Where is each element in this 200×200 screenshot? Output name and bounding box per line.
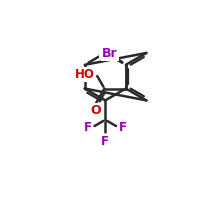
Text: O: O: [91, 104, 101, 117]
Text: F: F: [119, 121, 127, 134]
Text: HO: HO: [75, 68, 95, 81]
Text: Br: Br: [102, 47, 118, 60]
Text: F: F: [101, 135, 109, 148]
Text: F: F: [84, 121, 92, 134]
Text: N: N: [100, 46, 111, 59]
